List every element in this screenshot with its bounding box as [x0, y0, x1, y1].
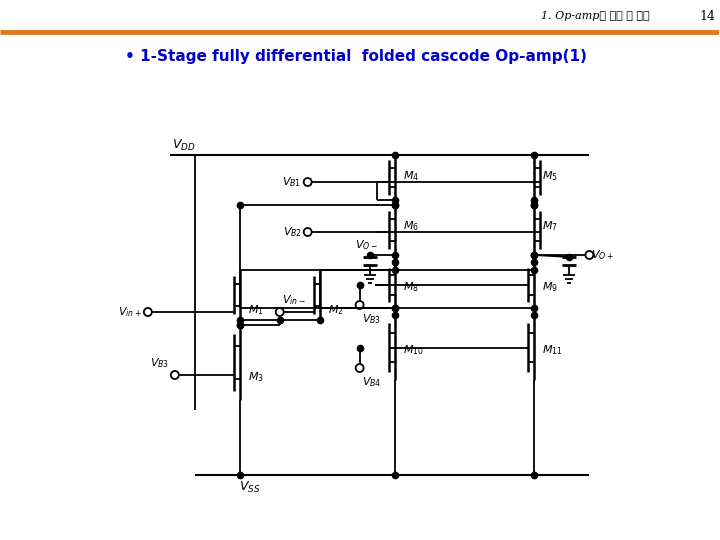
Text: $M_5$: $M_5$ — [542, 169, 558, 183]
Text: $V_{B3}$: $V_{B3}$ — [361, 312, 381, 326]
Text: $V_{O+}$: $V_{O+}$ — [591, 248, 614, 262]
Text: $V_{O-}$: $V_{O-}$ — [355, 238, 378, 252]
Text: $M_{10}$: $M_{10}$ — [402, 343, 423, 357]
Text: $M_{11}$: $M_{11}$ — [542, 343, 563, 357]
Text: $M_3$: $M_3$ — [248, 370, 264, 384]
Text: $V_{B1}$: $V_{B1}$ — [282, 175, 302, 189]
Text: $V_{SS}$: $V_{SS}$ — [239, 480, 261, 495]
Text: $V_{in-}$: $V_{in-}$ — [282, 293, 305, 307]
Text: $M_8$: $M_8$ — [402, 280, 418, 294]
Text: $V_{DD}$: $V_{DD}$ — [172, 138, 195, 152]
Text: $M_9$: $M_9$ — [542, 280, 559, 294]
Text: $M_2$: $M_2$ — [328, 303, 343, 317]
Text: $V_{B2}$: $V_{B2}$ — [282, 225, 302, 239]
Text: $M_4$: $M_4$ — [402, 169, 419, 183]
Text: 14: 14 — [699, 10, 715, 23]
Text: • 1-Stage fully differential  folded cascode Op-amp(1): • 1-Stage fully differential folded casc… — [125, 50, 587, 64]
Text: $V_{B3}$: $V_{B3}$ — [150, 356, 168, 370]
Text: $M_1$: $M_1$ — [248, 303, 264, 317]
Text: $M_7$: $M_7$ — [542, 219, 558, 233]
Text: $M_6$: $M_6$ — [402, 219, 418, 233]
Text: $V_{B4}$: $V_{B4}$ — [361, 375, 381, 389]
Text: 1. Op-amp의 구조 및 특성: 1. Op-amp의 구조 및 특성 — [541, 11, 650, 21]
Text: $V_{in+}$: $V_{in+}$ — [118, 305, 142, 319]
